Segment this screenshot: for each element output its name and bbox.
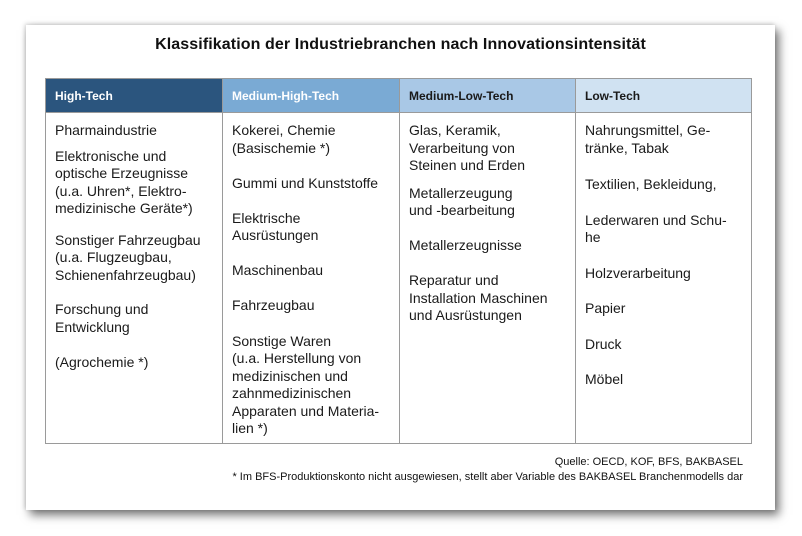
footnote: * Im BFS-Produktionskonto nicht ausgewie… xyxy=(232,471,743,483)
column-header-medium-high-tech: Medium-High-Tech xyxy=(223,79,399,113)
column-header-high-tech: High-Tech xyxy=(46,79,222,113)
list-item: (Agrochemie *) xyxy=(55,354,149,370)
column-header-medium-low-tech: Medium-Low-Tech xyxy=(400,79,575,113)
list-item: Fahrzeugbau xyxy=(232,297,315,313)
list-item: Papier xyxy=(585,300,626,316)
column-high-tech: High-Tech Pharmaindustrie Elektronische … xyxy=(46,79,223,443)
column-items: Glas, Keramik, Verarbeitung von Steinen … xyxy=(400,113,575,325)
list-item: Metallerzeugnisse xyxy=(409,236,522,253)
list-item: Druck xyxy=(585,335,622,352)
list-item: Metallerzeugung und -bearbeitung xyxy=(409,184,515,219)
list-item: Elektrische Ausrüstungen xyxy=(232,209,319,244)
column-items: Kokerei, Chemie (Basischemie *) Gummi un… xyxy=(223,113,399,438)
source-note: Quelle: OECD, KOF, BFS, BAKBASEL xyxy=(554,456,743,468)
classification-table: High-Tech Pharmaindustrie Elektronische … xyxy=(45,78,752,444)
list-item: Sonstige Waren (u.a. Herstellung von med… xyxy=(232,332,380,437)
column-medium-low-tech: Medium-Low-Tech Glas, Keramik, Verarbeit… xyxy=(400,79,576,443)
list-item: Forschung und Entwicklung xyxy=(55,301,149,335)
list-item: Gummi und Kunststoffe xyxy=(232,175,379,191)
column-medium-high-tech: Medium-High-Tech Kokerei, Chemie (Basisc… xyxy=(223,79,400,443)
column-items: Pharmaindustrie Elektronische und optisc… xyxy=(46,113,222,372)
list-item: Reparatur und Installation Maschinen und… xyxy=(409,272,548,323)
list-item: Sonstiger Fahrzeugbau (u.a. Flugzeugbau,… xyxy=(55,231,201,283)
list-item: Möbel xyxy=(585,371,624,387)
list-item: Lederwaren und Schu- he xyxy=(585,211,727,246)
column-low-tech: Low-Tech Nahrungsmittel, Ge- tränke, Tab… xyxy=(576,79,751,443)
list-item: Maschinenbau xyxy=(232,261,324,278)
page-title: Klassifikation der Industriebranchen nac… xyxy=(155,36,646,53)
column-header-low-tech: Low-Tech xyxy=(576,79,751,113)
column-items: Nahrungsmittel, Ge- tränke, Tabak Textil… xyxy=(576,113,751,389)
list-item: Nahrungsmittel, Ge- tränke, Tabak xyxy=(585,122,711,156)
list-item: Glas, Keramik, Verarbeitung von Steinen … xyxy=(409,122,525,173)
list-item: Elektronische und optische Erzeugnisse (… xyxy=(55,147,193,217)
list-item: Pharmaindustrie xyxy=(55,122,157,138)
classification-card: Klassifikation der Industriebranchen nac… xyxy=(26,25,775,510)
list-item: Textilien, Bekleidung, xyxy=(585,176,717,192)
list-item: Holzverarbeitung xyxy=(585,264,691,281)
list-item: Kokerei, Chemie (Basischemie *) xyxy=(232,122,336,156)
